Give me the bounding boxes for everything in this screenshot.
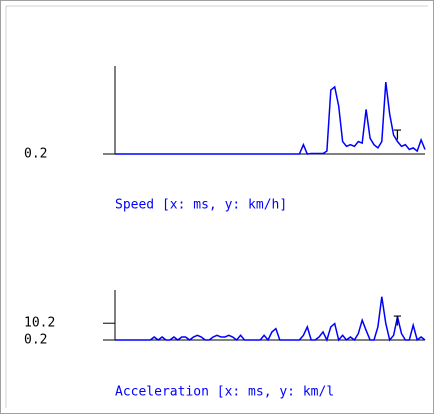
data-line bbox=[115, 82, 426, 155]
data-line bbox=[115, 296, 426, 343]
chart-title: Acceleration [x: ms, y: km/l bbox=[115, 385, 334, 400]
y-tick-label: 0.2 bbox=[24, 333, 47, 348]
marker-label: T bbox=[394, 315, 402, 330]
marker-label: T bbox=[394, 129, 402, 144]
y-tick-label: 0.2 bbox=[24, 147, 47, 162]
y-tick-label: 10.2 bbox=[24, 316, 55, 331]
chart-title: Speed [x: ms, y: km/h] bbox=[115, 198, 287, 213]
